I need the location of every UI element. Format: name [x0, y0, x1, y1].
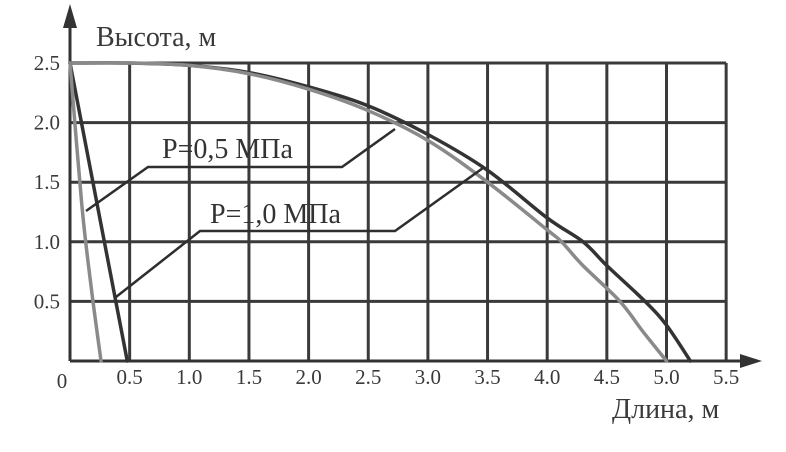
grid-lines	[70, 61, 728, 361]
leader-line-p10	[115, 166, 484, 298]
leader-line-p05	[85, 127, 396, 213]
y-tick-label: 2.0	[34, 111, 60, 135]
x-tick-label: 0.5	[117, 365, 143, 389]
series-line-0	[68, 61, 693, 363]
annotation-p10: P=1,0 МПа	[210, 199, 341, 230]
y-tick-label: 1.0	[34, 230, 60, 254]
x-tick-label: 1.5	[236, 365, 262, 389]
x-tick-label: 1.0	[176, 365, 202, 389]
x-axis-arrow-icon	[740, 354, 762, 368]
x-tick-label: 2.0	[295, 365, 321, 389]
data-series	[68, 61, 693, 363]
y-axis-title: Высота, м	[96, 22, 217, 53]
annotation-p05: P=0,5 МПа	[162, 134, 293, 165]
x-axis-title: Длина, м	[612, 394, 719, 425]
x-tick-label: 4.5	[594, 365, 620, 389]
x-tick-label: 5.5	[713, 365, 739, 389]
x-tick-label: 0	[57, 369, 68, 393]
y-tick-label: 0.5	[34, 289, 60, 313]
x-tick-label: 5.0	[653, 365, 679, 389]
x-tick-label: 3.0	[415, 365, 441, 389]
tick-labels: 0 0.5 1.0 1.5 2.0 2.5 3.0 3.5 4.0 4.5 5.0 5.5 0.5 1.0…	[34, 51, 740, 393]
x-tick-label: 4.0	[534, 365, 560, 389]
y-tick-label: 1.5	[34, 170, 60, 194]
y-axis-arrow-icon	[63, 4, 77, 28]
series-line-2	[68, 61, 130, 363]
x-tick-label: 3.5	[474, 365, 500, 389]
x-tick-label: 2.5	[355, 365, 381, 389]
series-line-3	[68, 61, 103, 363]
y-tick-label: 2.5	[34, 51, 60, 75]
series-line-1	[68, 61, 669, 363]
annotation-leaders	[85, 127, 484, 298]
